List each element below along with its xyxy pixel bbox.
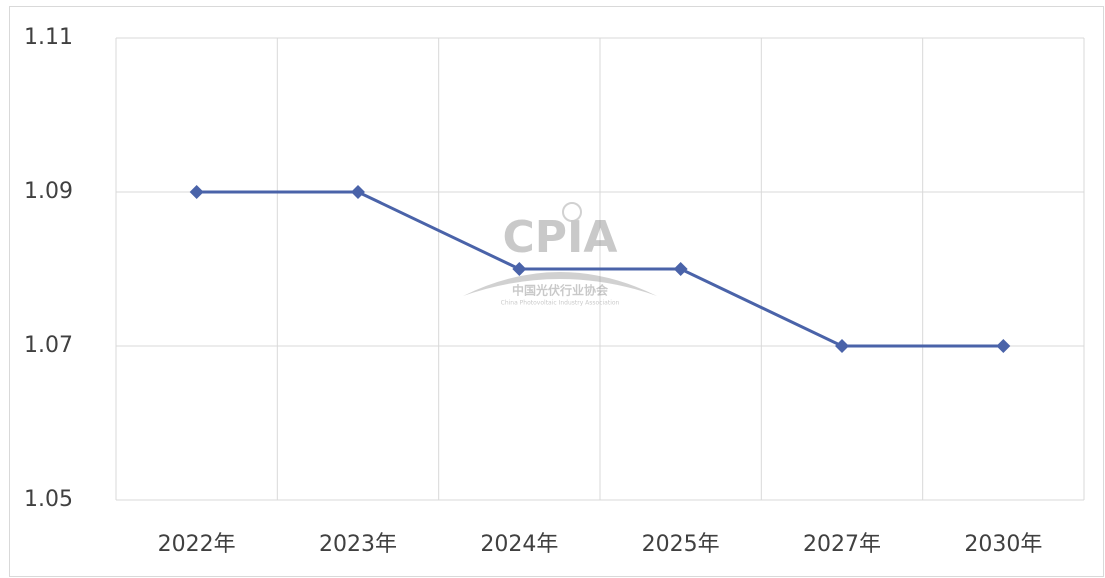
watermark-sun [562,202,582,222]
watermark-name-en: China Photovoltaic Industry Association [501,300,620,307]
watermark-logo: CPIA [503,212,618,263]
y-tick-label: 1.07 [24,333,73,358]
x-tick-label: 2030年 [964,532,1042,557]
watermark-name-cn: 中国光伏行业协会 [512,283,609,298]
series-marker [512,262,527,276]
watermark: CPIA 中国光伏行业协会 China Photovoltaic Industr… [463,202,657,307]
chart-border [9,6,1104,577]
y-tick-label: 1.11 [24,25,73,50]
series-line [196,190,1004,348]
series-marker [351,185,365,199]
series-marker [189,185,204,199]
x-tick-label: 2022年 [158,532,236,557]
series-marker [673,262,688,276]
series-marker [835,339,849,353]
watermark-swoosh [463,272,657,296]
x-tick-label: 2025年 [642,532,720,557]
series-marker [996,339,1011,353]
x-tick-label: 2024年 [480,532,558,557]
y-tick-label: 1.05 [24,487,73,512]
y-tick-label: 1.09 [24,179,73,204]
x-tick-label: 2023年 [319,532,397,557]
x-tick-label: 2027年 [803,532,881,557]
